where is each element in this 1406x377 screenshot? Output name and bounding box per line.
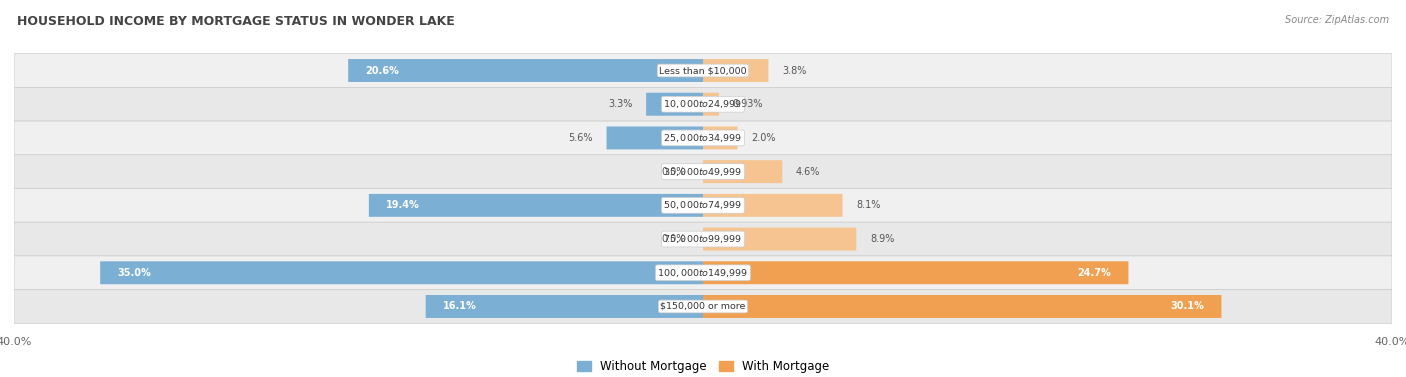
FancyBboxPatch shape [703,295,1222,318]
Text: Source: ZipAtlas.com: Source: ZipAtlas.com [1285,15,1389,25]
FancyBboxPatch shape [606,126,703,149]
Text: 0.93%: 0.93% [733,99,763,109]
Text: HOUSEHOLD INCOME BY MORTGAGE STATUS IN WONDER LAKE: HOUSEHOLD INCOME BY MORTGAGE STATUS IN W… [17,15,454,28]
Text: 0.0%: 0.0% [661,234,686,244]
FancyBboxPatch shape [703,59,769,82]
FancyBboxPatch shape [14,54,1392,87]
Text: 8.9%: 8.9% [870,234,894,244]
FancyBboxPatch shape [14,121,1392,155]
Text: 2.0%: 2.0% [751,133,776,143]
FancyBboxPatch shape [100,261,703,284]
FancyBboxPatch shape [14,188,1392,222]
FancyBboxPatch shape [703,160,782,183]
FancyBboxPatch shape [349,59,703,82]
Text: 5.6%: 5.6% [568,133,593,143]
FancyBboxPatch shape [703,261,1129,284]
Text: 19.4%: 19.4% [387,200,420,210]
Text: $100,000 to $149,999: $100,000 to $149,999 [658,267,748,279]
Text: $10,000 to $24,999: $10,000 to $24,999 [664,98,742,110]
Text: 16.1%: 16.1% [443,302,477,311]
FancyBboxPatch shape [703,194,842,217]
Text: 3.8%: 3.8% [782,66,807,75]
FancyBboxPatch shape [647,93,703,116]
FancyBboxPatch shape [703,126,738,149]
Text: 30.1%: 30.1% [1170,302,1204,311]
FancyBboxPatch shape [368,194,703,217]
Text: $50,000 to $74,999: $50,000 to $74,999 [664,199,742,211]
Legend: Without Mortgage, With Mortgage: Without Mortgage, With Mortgage [572,355,834,377]
Text: 3.3%: 3.3% [607,99,633,109]
Text: Less than $10,000: Less than $10,000 [659,66,747,75]
Text: 24.7%: 24.7% [1077,268,1111,278]
Text: 20.6%: 20.6% [366,66,399,75]
Text: $150,000 or more: $150,000 or more [661,302,745,311]
Text: 8.1%: 8.1% [856,200,880,210]
FancyBboxPatch shape [14,290,1392,323]
FancyBboxPatch shape [703,228,856,251]
FancyBboxPatch shape [14,87,1392,121]
Text: $25,000 to $34,999: $25,000 to $34,999 [664,132,742,144]
FancyBboxPatch shape [14,155,1392,188]
Text: 4.6%: 4.6% [796,167,820,177]
FancyBboxPatch shape [14,222,1392,256]
FancyBboxPatch shape [426,295,703,318]
FancyBboxPatch shape [703,93,718,116]
FancyBboxPatch shape [14,256,1392,290]
Text: $35,000 to $49,999: $35,000 to $49,999 [664,166,742,178]
Text: 0.0%: 0.0% [661,167,686,177]
Text: 35.0%: 35.0% [117,268,152,278]
Text: $75,000 to $99,999: $75,000 to $99,999 [664,233,742,245]
